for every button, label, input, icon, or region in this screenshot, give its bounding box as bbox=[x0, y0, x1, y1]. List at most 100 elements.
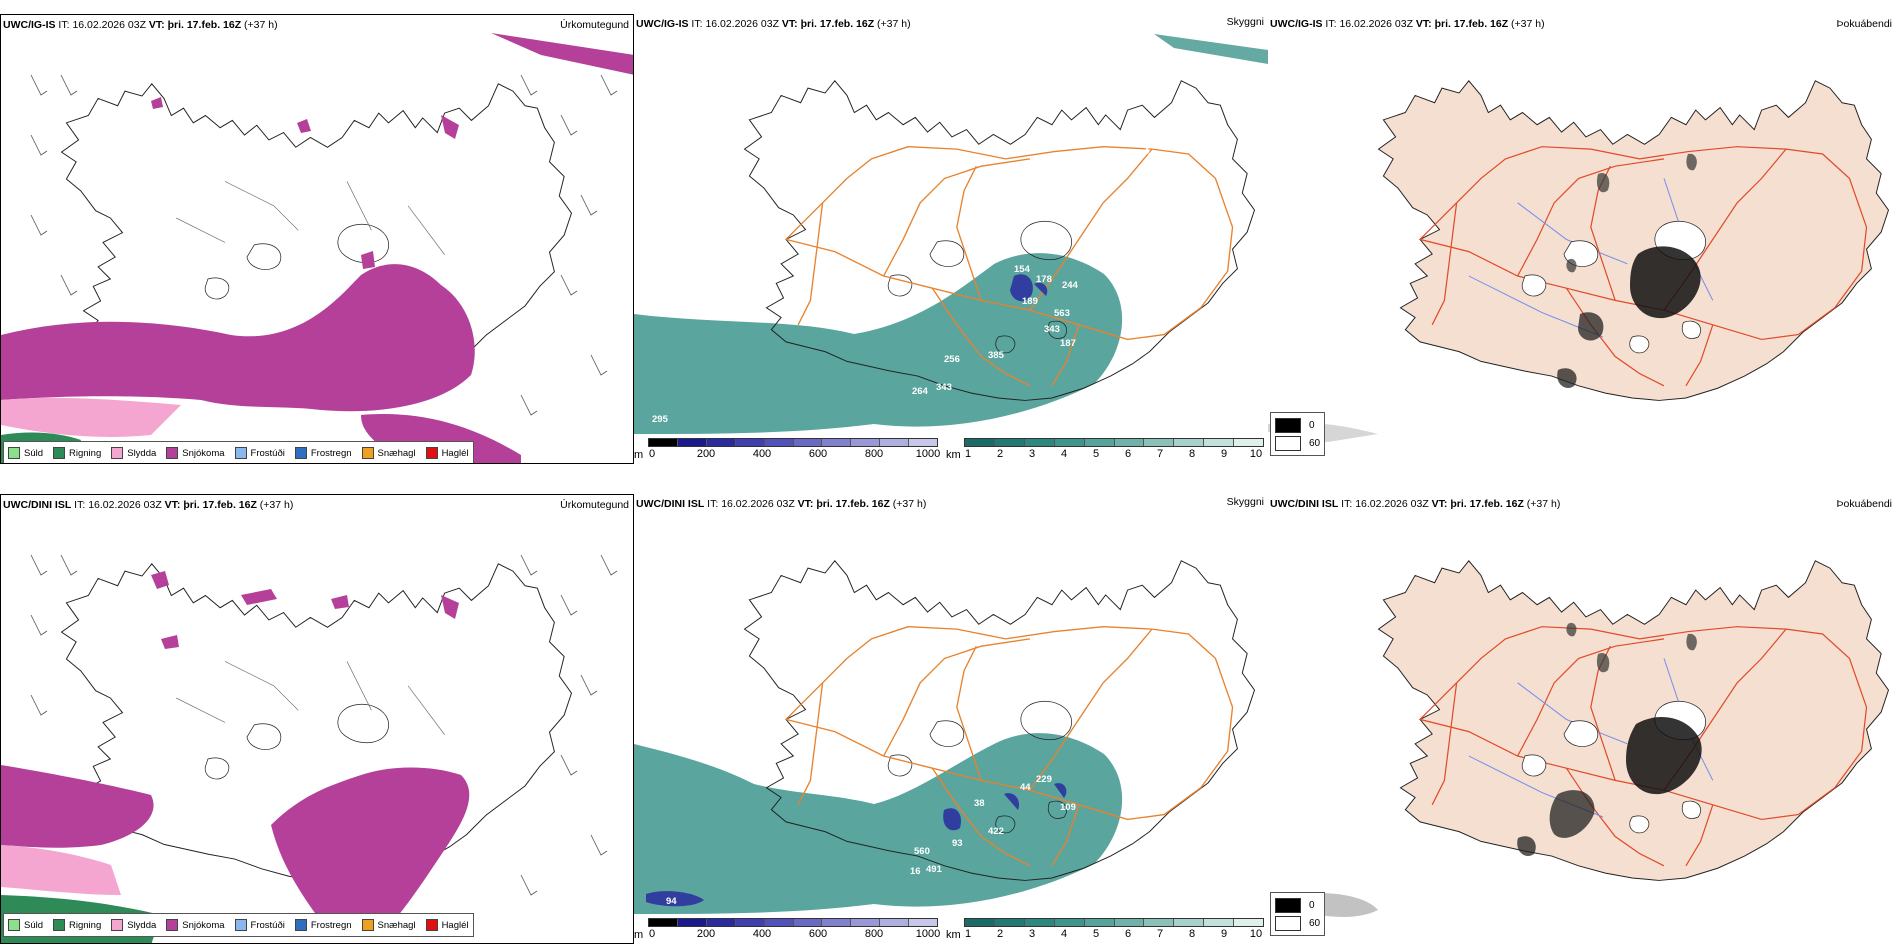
legend-swatch bbox=[425, 447, 438, 459]
precip-type-legend: Súld Rigning Slydda Snjókoma Frostúði Fr… bbox=[3, 441, 474, 463]
visibility-value: 32 bbox=[942, 250, 953, 261]
legend-item: Rigning bbox=[53, 919, 101, 931]
visibility-value: 244 bbox=[1062, 280, 1079, 291]
precip-panel-top: UWC/IG-IS IT: 16.02.2026 03Z VT: þri. 17… bbox=[0, 14, 634, 464]
visibility-value: 229 bbox=[1036, 774, 1052, 785]
visibility-value: 560 bbox=[914, 846, 930, 857]
legend-swatch bbox=[1275, 897, 1301, 913]
visibility-panel-top: UWC/IG-IS IT: 16.02.2026 03Z VT: þri. 17… bbox=[634, 14, 1268, 464]
panel-title: Úrkomutegund bbox=[560, 499, 629, 511]
panel-title: Skyggni bbox=[1226, 16, 1264, 28]
sleet-field bbox=[1, 397, 181, 437]
visibility-colorbar: km 1 2 3 4 5 6 7 8 9 10 bbox=[946, 918, 1264, 941]
visibility-map: 323 229 44 38 109 422 560 93 16 491 94 bbox=[634, 560, 1256, 914]
visibility-value: 295 bbox=[652, 414, 669, 425]
legend-item: Slydda bbox=[111, 447, 156, 459]
visibility-value: 491 bbox=[926, 864, 943, 875]
fog-legend-row: 60 bbox=[1275, 434, 1320, 452]
snow-field bbox=[491, 33, 633, 75]
low-ceiling-field bbox=[1010, 274, 1048, 302]
visibility-value: 385 bbox=[988, 350, 1005, 361]
low-visibility-field bbox=[634, 733, 1123, 914]
low-ceiling-field bbox=[646, 891, 704, 907]
panel-title: Skyggni bbox=[1226, 496, 1264, 508]
legend-item: Frostúði bbox=[234, 447, 285, 459]
low-visibility-field bbox=[1154, 34, 1268, 64]
snow-field bbox=[1, 765, 154, 848]
legend-item: Frostregn bbox=[294, 919, 352, 931]
panel-header: UWC/DINI ISL IT: 16.02.2026 03Z VT: þri.… bbox=[636, 498, 927, 510]
visibility-value: 264 bbox=[912, 386, 929, 397]
fog-legend: 0 60 bbox=[1270, 412, 1326, 456]
ceiling-colorbar-bar bbox=[648, 438, 938, 447]
panel-title: Þokuábendi bbox=[1836, 498, 1892, 510]
legend-swatch bbox=[1275, 435, 1301, 451]
legend-swatch bbox=[425, 919, 438, 931]
legend-item: Haglél bbox=[425, 447, 469, 459]
legend-item: Frostregn bbox=[294, 447, 352, 459]
visibility-value: 38 bbox=[974, 798, 985, 809]
sleet-field bbox=[1, 845, 121, 895]
legend-item: Slydda bbox=[111, 919, 156, 931]
legend-swatch bbox=[111, 447, 124, 459]
fog-field bbox=[1566, 153, 1697, 273]
legend-swatch bbox=[294, 919, 307, 931]
legend-swatch bbox=[294, 447, 307, 459]
fog-legend-row: 0 bbox=[1275, 896, 1320, 914]
legend-item: Snjókoma bbox=[166, 447, 225, 459]
ceiling-colorbar: m 0 200 400 600 800 1000 bbox=[634, 918, 941, 941]
legend-swatch bbox=[166, 447, 179, 459]
legend-swatch bbox=[234, 919, 247, 931]
visibility-value: 563 bbox=[1054, 308, 1070, 319]
fog-legend-row: 0 bbox=[1275, 416, 1320, 434]
legend-item: Snæhagl bbox=[361, 447, 416, 459]
visibility-value: 343 bbox=[936, 382, 952, 393]
visibility-value: 93 bbox=[952, 838, 963, 849]
low-ceiling-field bbox=[943, 783, 1067, 831]
precip-type-legend: Súld Rigning Slydda Snjókoma Frostúði Fr… bbox=[3, 913, 474, 937]
legend-swatch bbox=[166, 919, 179, 931]
ceiling-colorbar-bar bbox=[648, 918, 938, 927]
legend-swatch bbox=[53, 919, 66, 931]
visibility-map: 301 4 32 154 178 244 189 563 343 187 256… bbox=[634, 34, 1268, 434]
visibility-value: 94 bbox=[666, 896, 677, 907]
ceiling-ticks: 0 200 400 600 800 1000 bbox=[648, 928, 941, 940]
visibility-value: 154 bbox=[1014, 264, 1031, 275]
ceiling-colorbar: m 0 200 400 600 800 1000 bbox=[634, 438, 941, 461]
fog-map bbox=[1268, 80, 1890, 442]
legend-swatch bbox=[53, 447, 66, 459]
visibility-value: 323 bbox=[1086, 606, 1102, 617]
visibility-value: 16 bbox=[910, 866, 921, 877]
legend-item: Haglél bbox=[425, 919, 469, 931]
legend-item: Snjókoma bbox=[166, 919, 225, 931]
legend-swatch bbox=[234, 447, 247, 459]
visibility-value: 178 bbox=[1036, 274, 1052, 285]
visibility-unit: km bbox=[946, 449, 961, 461]
visibility-panel-bottom: UWC/DINI ISL IT: 16.02.2026 03Z VT: þri.… bbox=[634, 494, 1268, 944]
visibility-value: 109 bbox=[1060, 802, 1076, 813]
fog-panel-bottom: UWC/DINI ISL IT: 16.02.2026 03Z VT: þri.… bbox=[1268, 494, 1900, 944]
legend-swatch bbox=[361, 447, 374, 459]
visibility-value: 187 bbox=[1060, 338, 1076, 349]
visibility-value: 301 bbox=[1089, 126, 1106, 137]
precip-panel-bottom: UWC/DINI ISL IT: 16.02.2026 03Z VT: þri.… bbox=[0, 494, 634, 944]
visibility-value: 256 bbox=[944, 354, 960, 365]
panel-title: Úrkomutegund bbox=[560, 19, 629, 31]
visibility-value: 343 bbox=[1044, 324, 1060, 335]
legend-item: Snæhagl bbox=[361, 919, 416, 931]
fog-field bbox=[1626, 717, 1702, 795]
legend-swatch bbox=[361, 919, 374, 931]
legend-swatch bbox=[111, 919, 124, 931]
visibility-value: 4 bbox=[1144, 146, 1150, 157]
panel-header: UWC/DINI ISL IT: 16.02.2026 03Z VT: þri.… bbox=[1270, 498, 1561, 510]
precip-map bbox=[1, 554, 618, 943]
panel-header: UWC/DINI ISL IT: 16.02.2026 03Z VT: þri.… bbox=[3, 499, 294, 511]
panel-header: UWC/IG-IS IT: 16.02.2026 03Z VT: þri. 17… bbox=[1270, 18, 1545, 30]
low-visibility-field bbox=[634, 253, 1123, 434]
legend-item: Súld bbox=[8, 919, 43, 931]
legend-item: Rigning bbox=[53, 447, 101, 459]
legend-swatch bbox=[8, 919, 20, 931]
ceiling-ticks: 0 200 400 600 800 1000 bbox=[648, 448, 941, 460]
visibility-colorbar-bar bbox=[964, 438, 1264, 447]
legend-swatch bbox=[1275, 915, 1301, 931]
